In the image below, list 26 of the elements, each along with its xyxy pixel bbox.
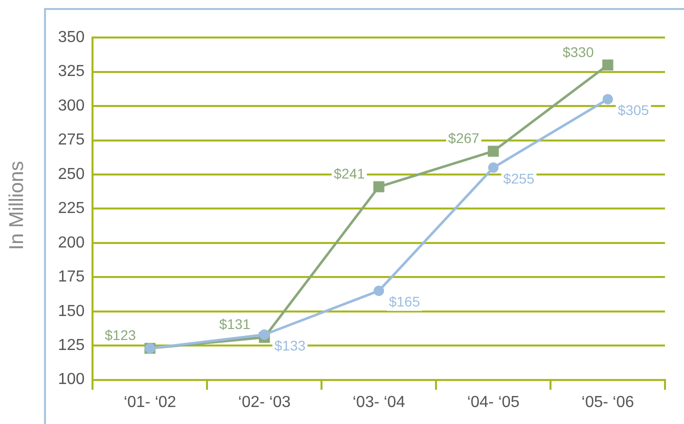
y-tick-label: 150 — [58, 302, 85, 320]
x-tick-label: ‘01- ‘02 — [124, 394, 176, 411]
data-label: $133 — [274, 337, 306, 354]
y-tick-label: 275 — [58, 132, 85, 149]
y-tick-label: 325 — [58, 63, 85, 80]
x-tick-label: ‘05- ‘06 — [582, 394, 634, 411]
y-tick-label: 350 — [58, 29, 85, 46]
y-tick-label: 200 — [58, 234, 85, 252]
data-label: $255 — [503, 170, 535, 186]
y-tick-label: 250 — [58, 166, 85, 183]
data-label: $330 — [562, 44, 594, 60]
y-tick-label: 225 — [58, 200, 85, 218]
y-axis-title: In Millions — [6, 160, 28, 250]
y-tick-label: 100 — [58, 371, 85, 388]
y-tick-label: 175 — [58, 268, 85, 286]
y-tick-label: 300 — [58, 97, 85, 114]
data-label: $267 — [448, 130, 480, 146]
x-tick-label: ‘02- ‘03 — [238, 394, 291, 411]
x-tick-label: ‘03- ‘04 — [352, 394, 406, 411]
data-label: $241 — [334, 166, 366, 182]
data-label: $123 — [104, 327, 136, 344]
data-label: $131 — [219, 316, 251, 332]
data-label: $165 — [388, 294, 420, 310]
x-tick-label: ‘04- ‘05 — [467, 394, 520, 411]
data-label: $305 — [618, 102, 650, 118]
y-tick-label: 125 — [58, 336, 85, 354]
